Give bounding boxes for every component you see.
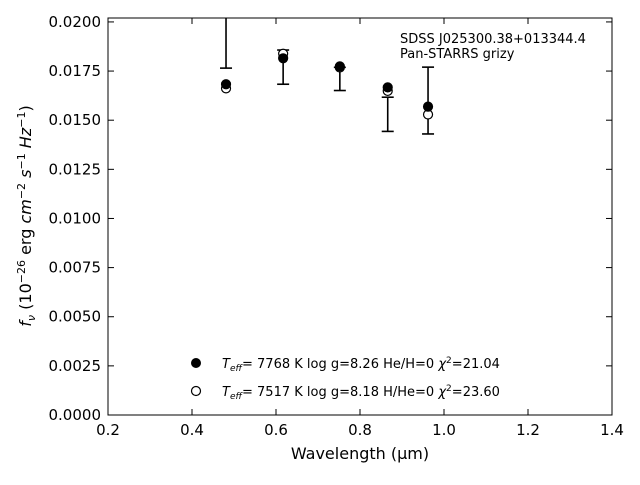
y-tick-label: 0.0100: [49, 209, 102, 227]
x-tick-label: 0.8: [348, 421, 372, 439]
model-point-filled: [220, 79, 232, 90]
legend-marker-open: [190, 385, 202, 397]
model-point-filled: [334, 61, 345, 72]
plot-frame: [107, 17, 613, 416]
axis-ticks: 0.2 0.4 0.6 0.8 1.0 1.2 1.4 0.0000 0.0025 0.0050 0…: [49, 13, 624, 439]
model-point-filled: [422, 101, 434, 112]
x-tick-label: 1.0: [432, 421, 456, 439]
y-tick-label: 0.0125: [49, 160, 102, 178]
data-marks: [220, 18, 435, 135]
y-axis-title: fν (10−26 erg cm−2 s−1 Hz−1): [15, 105, 38, 326]
x-tick-label: 0.2: [96, 421, 120, 439]
object-name-annotation: SDSS J025300.38+013344.4: [400, 32, 586, 47]
y-tick-label: 0.0025: [49, 357, 102, 375]
survey-annotation: Pan-STARRS grizy: [400, 47, 515, 62]
x-tick-label: 0.6: [264, 421, 288, 439]
y-tick-label: 0.0050: [49, 308, 102, 326]
y-tick-label: 0.0200: [49, 13, 102, 31]
y-tick-label: 0.0175: [49, 62, 102, 80]
legend: Teff= 7768 K log g=8.26 He/H=0 χ2=21.04 …: [190, 356, 500, 402]
y-tick-label: 0.0150: [49, 111, 102, 129]
x-tick-label: 0.4: [180, 421, 204, 439]
x-tick-label: 1.2: [516, 421, 540, 439]
legend-entry-2: Teff= 7517 K log g=8.18 H/He=0 χ2=23.60: [222, 384, 500, 402]
y-tick-label: 0.0075: [49, 259, 102, 277]
model-point-filled: [278, 53, 289, 64]
model-point-filled: [382, 82, 393, 93]
x-tick-label: 1.4: [600, 421, 624, 439]
legend-marker-filled: [191, 358, 201, 368]
legend-entry-1: Teff= 7768 K log g=8.26 He/H=0 χ2=21.04: [222, 356, 500, 374]
x-axis-title: Wavelength (μm): [291, 444, 429, 463]
y-tick-label: 0.0000: [49, 406, 102, 424]
